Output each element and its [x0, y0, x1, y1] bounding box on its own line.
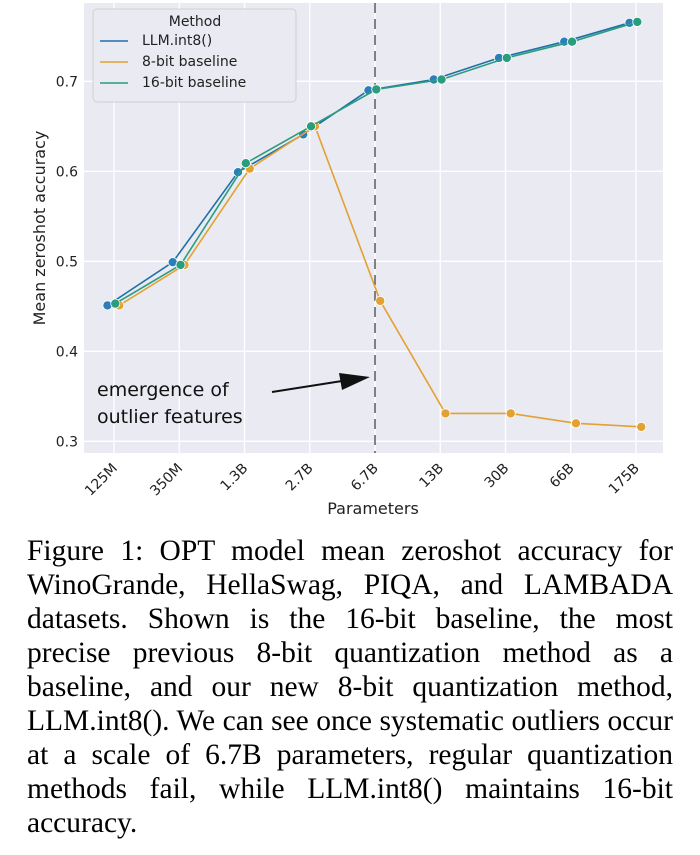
annotation-arrow-shaft	[271, 380, 343, 393]
x-tick-label: 66B	[547, 461, 578, 492]
x-axis-label: Parameters	[327, 499, 419, 518]
legend-title: Method	[169, 14, 222, 30]
data-point	[501, 52, 512, 63]
accuracy-line-chart: 0.3 0.4 0.5 0.6 0.7 125M 350M 1.3B 2.7B 6.7B 13B 3…	[30, 3, 663, 518]
data-point	[110, 298, 121, 309]
x-tick-labels: 125M 350M 1.3B 2.7B 6.7B 13B 30B 66B 175B	[82, 461, 643, 500]
x-tick-label: 13B	[416, 461, 447, 492]
data-point	[632, 16, 643, 27]
y-tick-label: 0.5	[56, 254, 78, 270]
data-point	[636, 421, 647, 432]
data-point	[440, 408, 451, 419]
annotation-line-1: emergence of	[97, 379, 230, 401]
data-point	[567, 36, 578, 47]
y-axis-label: Mean zeroshot accuracy	[30, 131, 49, 326]
annotation-line-2: outlier features	[97, 406, 243, 428]
data-point	[505, 408, 516, 419]
series-group	[102, 16, 647, 432]
y-tick-label: 0.6	[56, 164, 78, 180]
data-point	[436, 74, 447, 85]
data-point	[306, 121, 317, 132]
data-point	[371, 84, 382, 95]
data-point	[570, 418, 581, 429]
legend: Method LLM.int8() 8-bit baseline 16-bit ba…	[92, 8, 297, 103]
x-tick-label: 2.7B	[283, 461, 317, 495]
legend-box	[92, 8, 297, 103]
x-tick-label: 175B	[606, 461, 643, 498]
y-tick-label: 0.4	[56, 344, 78, 360]
figure-caption: Figure 1: OPT model mean zeroshot accura…	[27, 535, 673, 839]
x-tick-label: 125M	[82, 461, 121, 500]
legend-label: 8-bit baseline	[142, 54, 237, 70]
y-tick-labels: 0.3 0.4 0.5 0.6 0.7	[56, 74, 78, 450]
data-point	[375, 295, 386, 306]
series-2	[110, 16, 643, 309]
x-tick-label: 1.3B	[217, 461, 251, 495]
data-point	[240, 158, 251, 169]
x-tick-label: 6.7B	[348, 461, 382, 495]
legend-label: LLM.int8()	[142, 33, 212, 49]
legend-label: 16-bit baseline	[142, 75, 246, 91]
y-tick-label: 0.7	[56, 74, 78, 90]
y-tick-label: 0.3	[56, 434, 78, 450]
x-tick-label: 30B	[482, 461, 513, 492]
outlier-annotation: emergence of outlier features	[97, 373, 370, 428]
data-point	[175, 259, 186, 270]
x-tick-label: 350M	[147, 461, 186, 500]
annotation-arrow-head	[339, 373, 370, 390]
